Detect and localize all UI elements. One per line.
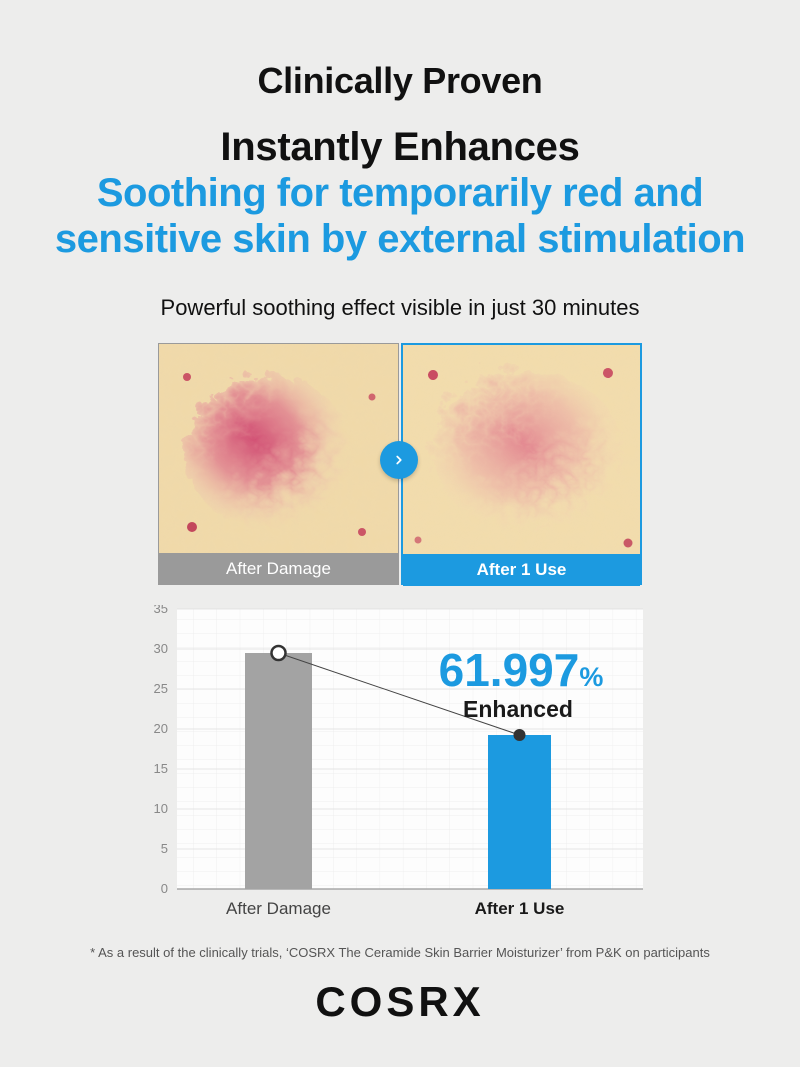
svg-text:After 1 Use: After 1 Use bbox=[475, 899, 565, 918]
svg-text:0: 0 bbox=[161, 881, 168, 896]
svg-text:10: 10 bbox=[154, 801, 168, 816]
svg-text:61.997%: 61.997% bbox=[439, 644, 604, 696]
svg-text:Enhanced: Enhanced bbox=[463, 696, 573, 722]
svg-text:After Damage: After Damage bbox=[226, 899, 331, 918]
svg-text:30: 30 bbox=[154, 641, 168, 656]
svg-text:25: 25 bbox=[154, 681, 168, 696]
svg-text:20: 20 bbox=[154, 721, 168, 736]
svg-text:35: 35 bbox=[154, 605, 168, 616]
svg-text:15: 15 bbox=[154, 761, 168, 776]
svg-text:5: 5 bbox=[161, 841, 168, 856]
